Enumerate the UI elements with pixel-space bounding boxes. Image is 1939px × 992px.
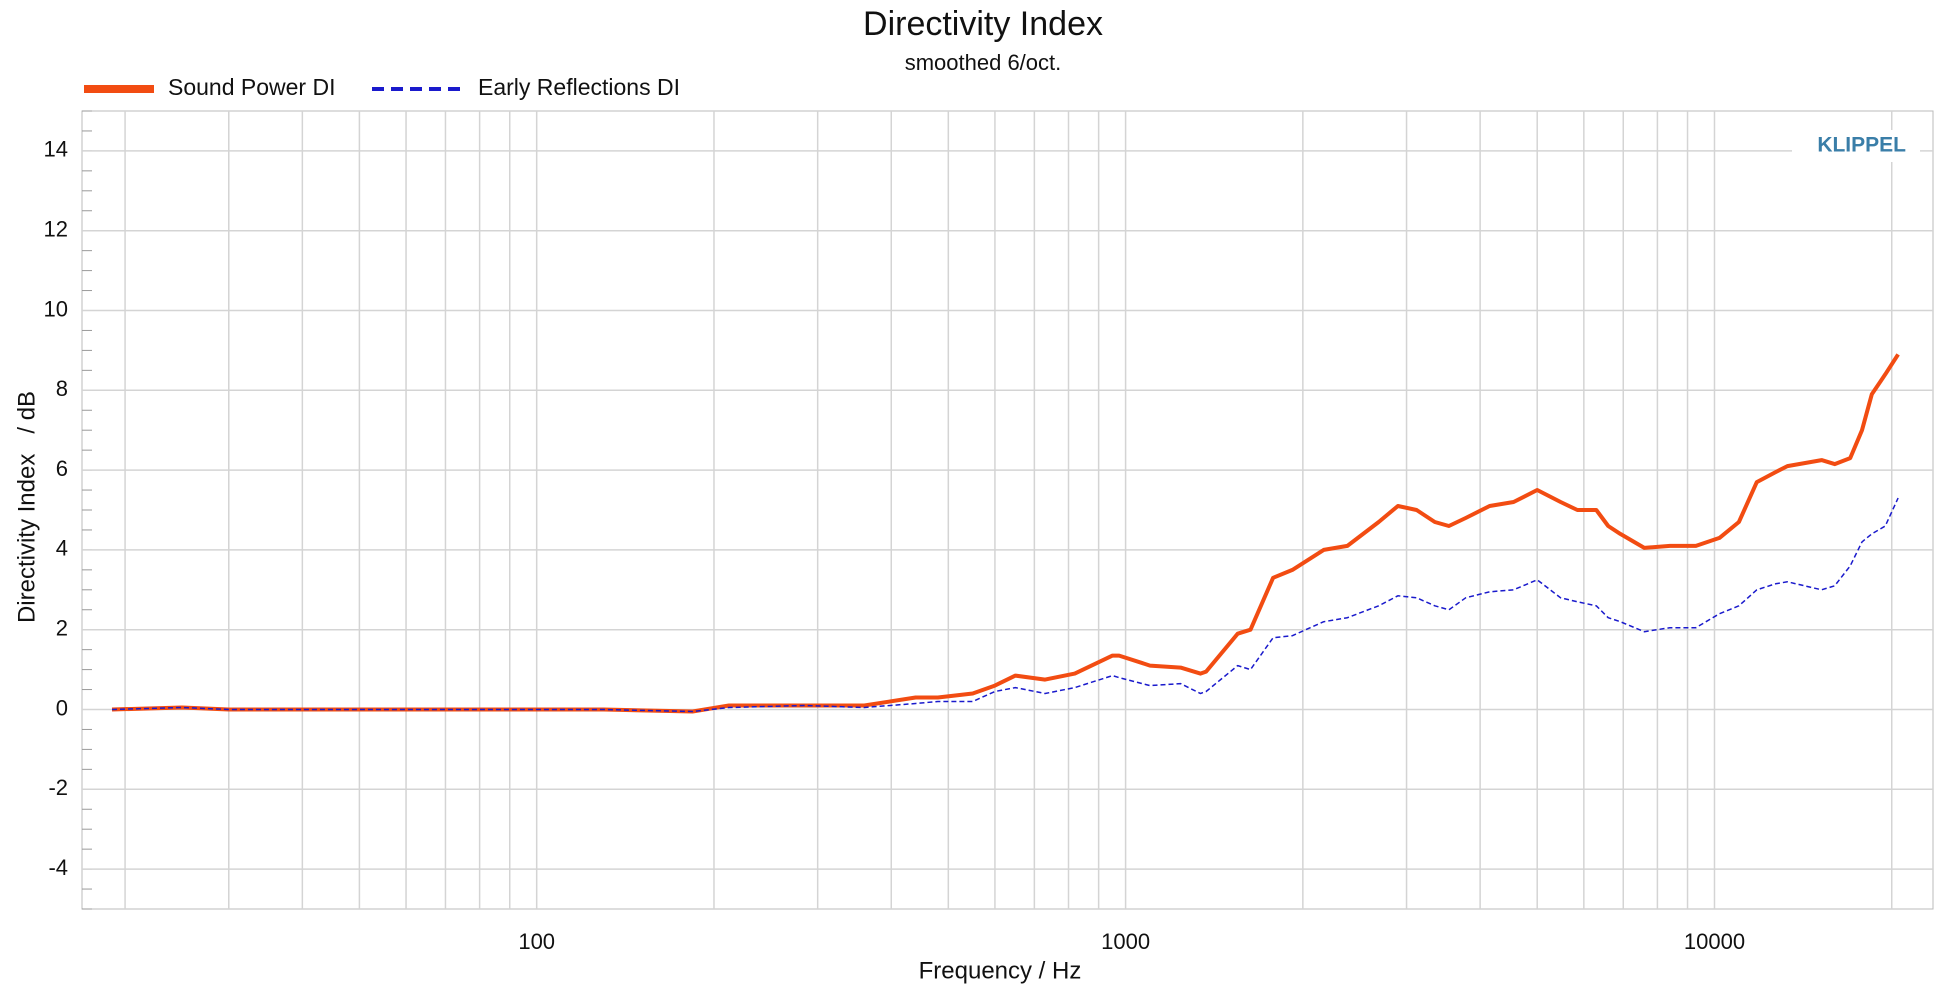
y-tick-label: -2 [48,775,68,800]
x-tick-label: 10000 [1684,929,1745,954]
legend-label: Sound Power DI [168,74,335,100]
y-tick-label: 8 [56,376,68,401]
x-tick-label: 1000 [1101,929,1150,954]
y-tick-label: -4 [48,855,68,880]
y-tick-label: 0 [56,695,68,720]
x-axis-label: Frequency / Hz [919,957,1082,984]
y-tick-label: 14 [44,137,68,162]
plot-area [81,110,1934,910]
y-tick-label: 4 [56,536,68,561]
annotation: KLIPPEL [1817,134,1906,157]
chart-title: Directivity Index [863,5,1103,43]
y-tick-label: 6 [56,456,68,481]
y-tick-label: 10 [44,296,68,321]
legend-label: Early Reflections DI [478,74,680,100]
y-axis-label: Directivity Index / dB [13,391,40,623]
y-tick-label: 12 [44,217,68,242]
y-tick-label: 2 [56,616,68,641]
chart-subtitle: smoothed 6/oct. [905,50,1062,75]
x-tick-label: 100 [518,929,555,954]
annotation-bg [1792,130,1920,162]
data-line [111,497,1899,713]
